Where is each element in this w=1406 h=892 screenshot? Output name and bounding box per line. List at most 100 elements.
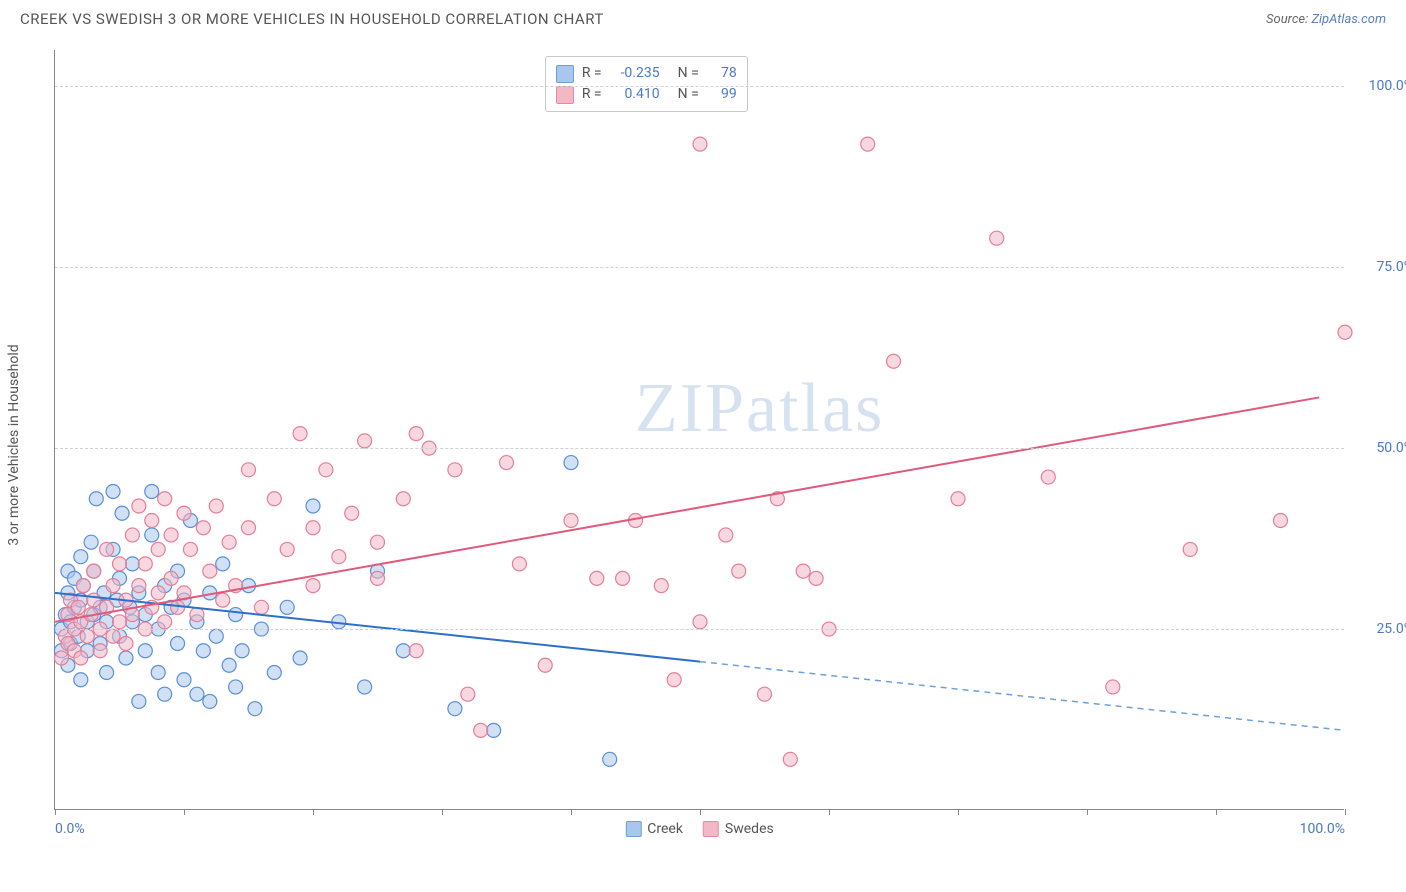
scatter-point xyxy=(80,629,94,643)
scatter-point xyxy=(222,658,236,672)
scatter-point xyxy=(1106,680,1120,694)
chart-title: CREEK VS SWEDISH 3 OR MORE VEHICLES IN H… xyxy=(20,10,604,28)
scatter-point xyxy=(54,651,68,665)
scatter-point xyxy=(758,687,772,701)
x-axis-legend: CreekSwedes xyxy=(625,821,773,837)
scatter-point xyxy=(242,463,256,477)
scatter-point xyxy=(409,644,423,658)
scatter-point xyxy=(1338,325,1352,339)
x-tick xyxy=(700,809,701,815)
scatter-point xyxy=(145,528,159,542)
scatter-point xyxy=(306,579,320,593)
scatter-point xyxy=(151,542,165,556)
scatter-point xyxy=(164,571,178,585)
x-tick xyxy=(1345,809,1346,815)
scatter-point xyxy=(267,665,281,679)
scatter-point xyxy=(267,492,281,506)
scatter-point xyxy=(209,499,223,513)
scatter-point xyxy=(693,615,707,629)
legend-swatch xyxy=(703,821,719,837)
scatter-point xyxy=(113,557,127,571)
scatter-point xyxy=(171,637,185,651)
grid-line xyxy=(55,448,1344,449)
scatter-point xyxy=(100,665,114,679)
scatter-point xyxy=(1183,542,1197,556)
scatter-point xyxy=(487,723,501,737)
scatter-point xyxy=(74,651,88,665)
scatter-point xyxy=(1274,513,1288,527)
scatter-point xyxy=(603,752,617,766)
scatter-point xyxy=(113,615,127,629)
scatter-point xyxy=(119,651,133,665)
scatter-point xyxy=(371,535,385,549)
grid-line xyxy=(55,267,1344,268)
scatter-point xyxy=(87,564,101,578)
scatter-point xyxy=(100,542,114,556)
scatter-point xyxy=(783,752,797,766)
scatter-point xyxy=(177,506,191,520)
scatter-point xyxy=(89,492,103,506)
stats-swatch xyxy=(556,65,574,83)
x-tick-label: 0.0% xyxy=(55,821,85,837)
scatter-point xyxy=(306,499,320,513)
scatter-point xyxy=(500,456,514,470)
scatter-point xyxy=(358,680,372,694)
scatter-point xyxy=(125,557,139,571)
x-tick xyxy=(1087,809,1088,815)
scatter-point xyxy=(861,137,875,151)
source-link[interactable]: ZipAtlas.com xyxy=(1311,12,1386,27)
trend-line xyxy=(55,397,1319,621)
scatter-point xyxy=(190,687,204,701)
scatter-point xyxy=(132,499,146,513)
scatter-point xyxy=(132,579,146,593)
scatter-point xyxy=(74,550,88,564)
legend-item: Swedes xyxy=(703,821,774,837)
scatter-point xyxy=(590,571,604,585)
x-tick xyxy=(829,809,830,815)
plot-area: ZIPatlas R =-0.235N =78R =0.410N =99 Cre… xyxy=(54,50,1344,810)
scatter-point xyxy=(293,651,307,665)
stats-legend-box: R =-0.235N =78R =0.410N =99 xyxy=(545,56,748,112)
scatter-point xyxy=(87,593,101,607)
scatter-point xyxy=(564,456,578,470)
y-tick-label: 50.0% xyxy=(1376,440,1406,456)
legend-label: Swedes xyxy=(725,821,774,837)
scatter-point xyxy=(209,629,223,643)
scatter-point xyxy=(106,629,120,643)
scatter-point xyxy=(306,521,320,535)
x-tick xyxy=(313,809,314,815)
stats-row: R =-0.235N =78 xyxy=(556,63,737,84)
x-tick xyxy=(1216,809,1217,815)
scatter-point xyxy=(474,723,488,737)
scatter-point xyxy=(887,354,901,368)
scatter-point xyxy=(183,542,197,556)
source-attribution: Source: ZipAtlas.com xyxy=(1266,12,1386,27)
scatter-point xyxy=(248,702,262,716)
scatter-point xyxy=(196,644,210,658)
scatter-point xyxy=(222,535,236,549)
x-tick xyxy=(184,809,185,815)
grid-line xyxy=(55,629,1344,630)
scatter-point xyxy=(106,579,120,593)
scatter-point xyxy=(796,564,810,578)
scatter-point xyxy=(732,564,746,578)
scatter-point xyxy=(190,608,204,622)
scatter-point xyxy=(512,557,526,571)
scatter-point xyxy=(158,687,172,701)
scatter-point xyxy=(654,579,668,593)
scatter-point xyxy=(158,492,172,506)
y-tick-label: 75.0% xyxy=(1376,259,1406,275)
stats-swatch xyxy=(556,86,574,104)
scatter-point xyxy=(345,506,359,520)
stats-n-label: N = xyxy=(678,63,699,84)
x-tick xyxy=(958,809,959,815)
scatter-point xyxy=(138,644,152,658)
trend-line-extrapolated xyxy=(700,662,1345,731)
scatter-point xyxy=(396,644,410,658)
scatter-point xyxy=(358,434,372,448)
scatter-point xyxy=(235,644,249,658)
scatter-point xyxy=(125,528,139,542)
scatter-point xyxy=(254,600,268,614)
scatter-point xyxy=(667,673,681,687)
scatter-point xyxy=(809,571,823,585)
